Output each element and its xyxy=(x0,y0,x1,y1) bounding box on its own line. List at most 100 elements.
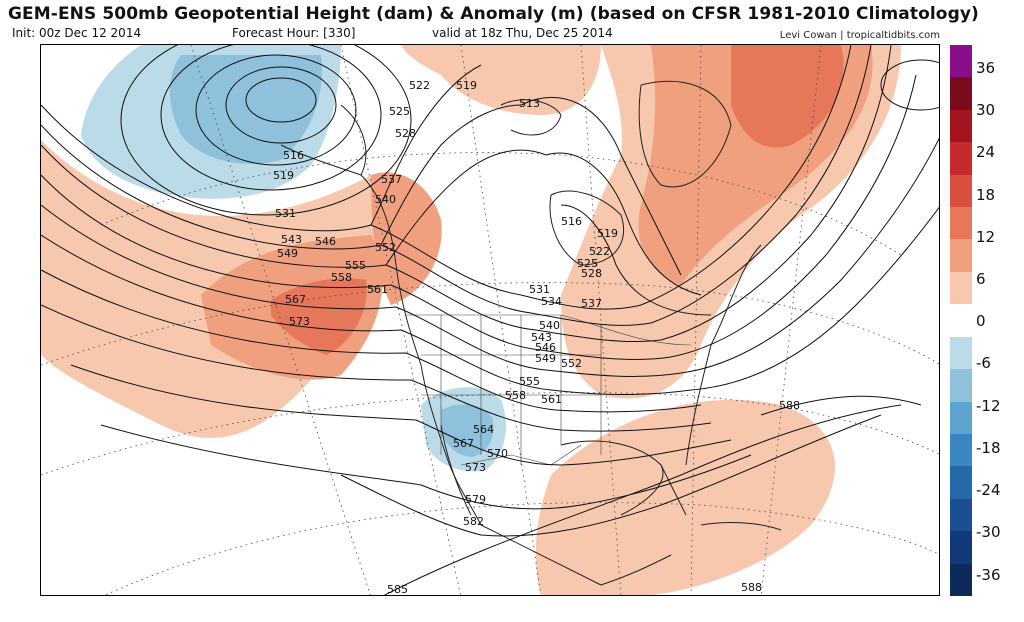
low-center-contour xyxy=(160,45,382,191)
longitude-line xyxy=(760,45,822,595)
map-panel: 516 519 522 519 513 525 528 531 537 540 … xyxy=(40,44,940,596)
height-contour xyxy=(370,64,482,226)
height-contour xyxy=(520,96,682,276)
contour-label: 573 xyxy=(465,461,486,474)
colorbar-segment xyxy=(950,142,972,176)
mexico-coast xyxy=(480,524,602,586)
contour-label: 516 xyxy=(283,149,304,162)
colorbar-label: 12 xyxy=(976,228,996,246)
gulf-coast xyxy=(560,440,664,516)
valid-time: valid at 18z Thu, Dec 25 2014 xyxy=(432,26,613,40)
contour-label: 513 xyxy=(519,97,540,110)
contour-label: 522 xyxy=(409,79,430,92)
colorbar-segment xyxy=(950,109,972,143)
colorbar-segment xyxy=(950,433,972,467)
colorbar-label: -30 xyxy=(976,523,1001,541)
colorbar-label: 0 xyxy=(976,312,986,330)
height-contour xyxy=(340,414,882,537)
low-center-contour xyxy=(225,66,337,144)
height-contour xyxy=(560,204,712,316)
contour-label: 537 xyxy=(381,173,402,186)
map-canvas: 516 519 522 519 513 525 528 531 537 540 … xyxy=(41,45,939,596)
caribbean-islands xyxy=(700,522,782,531)
height-contour xyxy=(760,395,922,416)
contour-labels: 516 519 522 519 513 525 528 531 537 540 … xyxy=(273,79,800,596)
colorbar-label: 30 xyxy=(976,101,996,119)
arctic-islands xyxy=(500,99,562,136)
florida xyxy=(660,464,687,516)
longitude-line xyxy=(690,45,702,595)
contour-label: 549 xyxy=(277,247,298,260)
height-contour xyxy=(650,45,872,324)
height-contour xyxy=(680,137,939,374)
colorbar-segment xyxy=(950,304,972,338)
contour-label: 564 xyxy=(473,423,494,436)
contour-label: 555 xyxy=(519,375,540,388)
contour-label: 570 xyxy=(487,447,508,460)
contour-label: 558 xyxy=(505,389,526,402)
contour-label: 552 xyxy=(561,357,582,370)
central-america xyxy=(600,554,672,586)
contour-label: 528 xyxy=(395,127,416,140)
positive-anomaly-pacific-max xyxy=(271,278,367,355)
contour-label: 522 xyxy=(589,245,610,258)
contour-label: 531 xyxy=(275,207,296,220)
positive-anomaly-west-coast xyxy=(371,172,442,305)
init-time: Init: 00z Dec 12 2014 xyxy=(12,26,142,40)
height-contour xyxy=(70,364,732,466)
colorbar-segment xyxy=(950,207,972,240)
colorbar-label: 18 xyxy=(976,186,996,204)
height-contour xyxy=(670,74,917,358)
contour-label: 567 xyxy=(453,437,474,450)
contour-label: 558 xyxy=(331,271,352,284)
colorbar-segment xyxy=(950,401,972,435)
low-center-contour xyxy=(120,45,412,216)
contour-label: 573 xyxy=(289,315,310,328)
height-contour xyxy=(41,144,662,343)
colorbar-segment xyxy=(950,239,972,273)
colorbar-label: -6 xyxy=(976,354,991,372)
longitude-line xyxy=(460,45,542,595)
contour-label: 561 xyxy=(367,283,388,296)
colorbar-label: -24 xyxy=(976,481,1001,499)
height-contour xyxy=(41,104,642,310)
us-mexico-border xyxy=(460,444,582,466)
height-contour xyxy=(100,424,752,510)
contour-label: 525 xyxy=(389,105,410,118)
contour-label: 546 xyxy=(535,341,556,354)
contour-label: 519 xyxy=(597,227,618,240)
contour-label: 582 xyxy=(463,515,484,528)
graticule xyxy=(41,45,939,595)
height-contour xyxy=(41,204,682,377)
contour-label: 528 xyxy=(581,267,602,280)
contour-label: 531 xyxy=(529,283,550,296)
contour-label: 552 xyxy=(375,241,396,254)
forecast-hour: Forecast Hour: [330] xyxy=(232,26,356,40)
colorbar-segment xyxy=(950,498,972,532)
contour-label: 540 xyxy=(375,193,396,206)
height-contours xyxy=(41,45,939,595)
height-contour xyxy=(640,45,852,306)
contour-label: 579 xyxy=(465,493,486,506)
chart-title: GEM-ENS 500mb Geopotential Height (dam) … xyxy=(8,4,979,24)
colorbar-segment xyxy=(950,466,972,500)
contour-label: 519 xyxy=(273,169,294,182)
negative-anomaly-southwest-us-core xyxy=(441,404,494,457)
contour-label: 585 xyxy=(387,583,408,596)
height-contour xyxy=(41,304,712,432)
contour-label: 588 xyxy=(741,581,762,594)
longitude-line xyxy=(340,45,461,595)
anomaly-shading xyxy=(41,45,901,595)
colorbar-label: -18 xyxy=(976,439,1001,457)
hudson-bay xyxy=(549,190,625,266)
high-center-contour xyxy=(880,59,939,111)
contour-label: 588 xyxy=(779,399,800,412)
height-contour xyxy=(385,149,547,266)
height-contour xyxy=(41,234,692,395)
contour-label: 516 xyxy=(561,215,582,228)
positive-anomaly-atlantic xyxy=(535,399,835,595)
colorbar-label: -12 xyxy=(976,397,1001,415)
low-center-contour xyxy=(195,54,357,166)
anomaly-colorbar xyxy=(950,45,972,597)
positive-anomaly-east-canada-max xyxy=(731,45,844,148)
